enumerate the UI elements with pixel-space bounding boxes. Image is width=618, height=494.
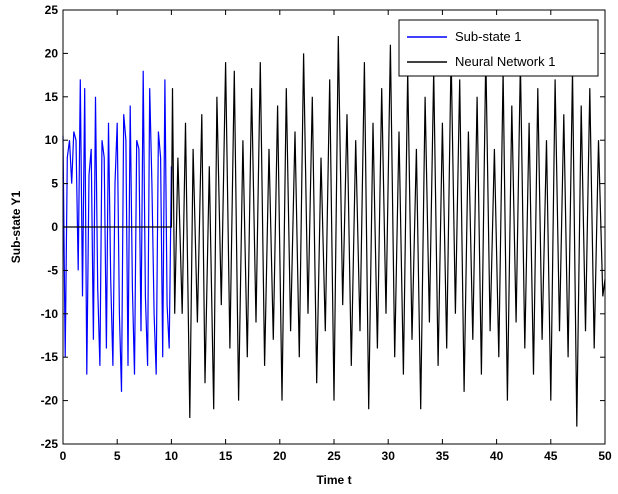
- series-line-neural-network-1: [63, 35, 606, 427]
- y-tick-label: -20: [41, 394, 59, 408]
- x-axis-title: Time t: [316, 473, 351, 487]
- x-tick-label: 0: [60, 449, 67, 463]
- x-tick-label: 10: [165, 449, 179, 463]
- x-tick-label: 15: [219, 449, 233, 463]
- tick-layer: 0 5 10 15 20 25 30 35 40 45 50 -25 -20 -15 -10 -5 0 5 10 15…: [41, 3, 612, 463]
- y-tick-label: 10: [45, 133, 59, 147]
- y-tick-label: -15: [41, 350, 59, 364]
- series-layer: [62, 35, 606, 427]
- x-tick-label: 20: [273, 449, 287, 463]
- x-tick-label: 25: [327, 449, 341, 463]
- x-tick-label: 45: [544, 449, 558, 463]
- x-tick-label: 30: [382, 449, 396, 463]
- y-tick-label: -5: [47, 263, 58, 277]
- x-tick-label: 50: [598, 449, 612, 463]
- series-line-sub-state-1: [62, 70, 172, 392]
- y-axis-title: Sub-state Y1: [9, 190, 23, 263]
- x-tick-label: 40: [490, 449, 504, 463]
- x-tick-label: 35: [436, 449, 450, 463]
- legend-label-neural-network-1: Neural Network 1: [455, 54, 555, 69]
- y-tick-label: -25: [41, 437, 59, 451]
- x-tick-label: 5: [114, 449, 121, 463]
- y-tick-label: 20: [45, 46, 59, 60]
- y-tick-label: -10: [41, 307, 59, 321]
- y-tick-label: 15: [45, 90, 59, 104]
- y-tick-label: 25: [45, 3, 59, 17]
- legend-box: [398, 19, 599, 77]
- legend-label-sub-state-1: Sub-state 1: [455, 29, 522, 44]
- legend: Sub-state 1 Neural Network 1: [398, 19, 599, 77]
- y-tick-label: 5: [51, 177, 58, 191]
- y-tick-label: 0: [51, 220, 58, 234]
